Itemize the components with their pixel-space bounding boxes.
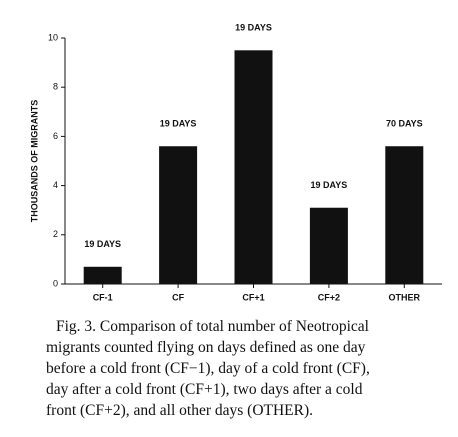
bar	[83, 266, 122, 284]
bar-annotation: 19 DAYS	[160, 119, 197, 129]
bar	[159, 146, 198, 284]
bar-annotation: 19 DAYS	[84, 239, 121, 249]
caption-line: before a cold front (CF−1), day of a col…	[46, 360, 370, 377]
bar-annotation: 19 DAYS	[235, 23, 272, 33]
bar-annotation: 19 DAYS	[311, 180, 348, 190]
bar	[234, 50, 273, 284]
x-tick-label: CF+2	[318, 292, 340, 302]
x-tick-label: CF	[172, 292, 184, 302]
x-tick-label: CF-1	[93, 292, 113, 302]
caption-line: day after a cold front (CF+1), two days …	[46, 381, 363, 398]
y-tick-label: 10	[48, 32, 58, 42]
y-tick-label: 8	[53, 82, 58, 92]
y-tick-label: 6	[53, 131, 58, 141]
caption-line: Fig. 3. Comparison of total number of Ne…	[56, 318, 369, 335]
caption-line: migrants counted flying on days defined …	[46, 339, 366, 356]
bar	[309, 207, 348, 284]
y-tick-label: 2	[53, 229, 58, 239]
y-axis-label: THOUSANDS OF MIGRANTS	[29, 100, 39, 223]
bar-annotation: 70 DAYS	[386, 119, 423, 129]
bar	[385, 146, 424, 284]
x-tick-label: OTHER	[389, 292, 421, 302]
y-tick-label: 4	[53, 180, 58, 190]
caption-line: front (CF+2), and all other days (OTHER)…	[46, 402, 313, 419]
y-tick-label: 0	[53, 278, 58, 288]
x-tick-label: CF+1	[242, 292, 264, 302]
